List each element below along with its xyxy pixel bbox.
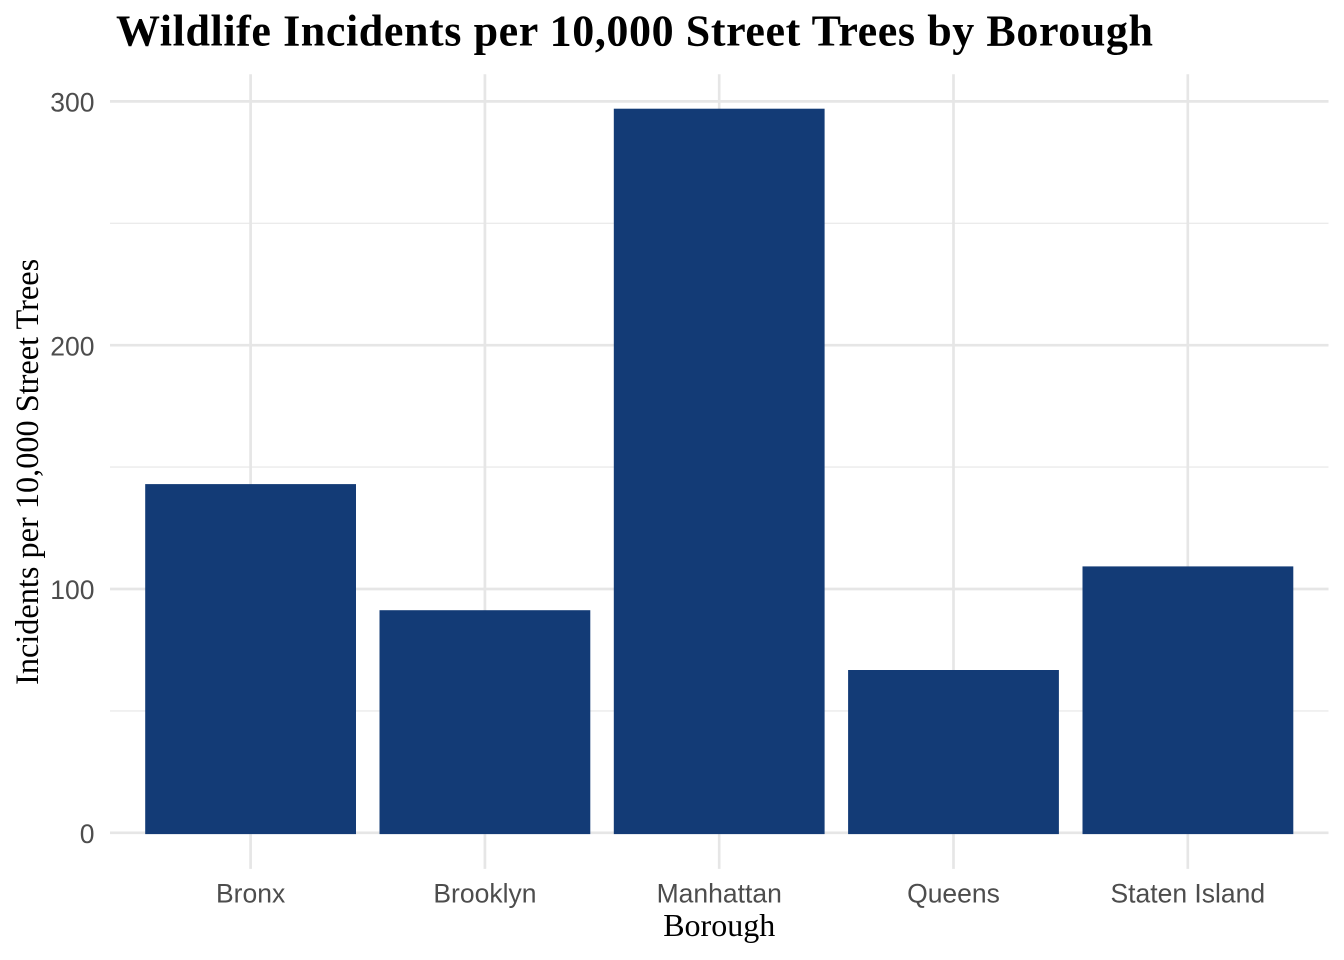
svg-text:Brooklyn: Brooklyn xyxy=(433,879,536,909)
svg-text:200: 200 xyxy=(50,331,94,361)
svg-text:Manhattan: Manhattan xyxy=(657,879,782,909)
svg-text:Wildlife Incidents per 10,000: Wildlife Incidents per 10,000 Street Tre… xyxy=(116,6,1153,55)
svg-text:300: 300 xyxy=(50,88,94,118)
svg-text:Queens: Queens xyxy=(907,879,1000,909)
svg-text:Staten Island: Staten Island xyxy=(1110,879,1265,909)
svg-text:Bronx: Bronx xyxy=(216,879,285,909)
svg-text:0: 0 xyxy=(80,819,95,849)
svg-text:100: 100 xyxy=(50,575,94,605)
svg-text:Incidents per 10,000 Street Tr: Incidents per 10,000 Street Trees xyxy=(9,259,45,685)
svg-text:Borough: Borough xyxy=(663,907,775,943)
